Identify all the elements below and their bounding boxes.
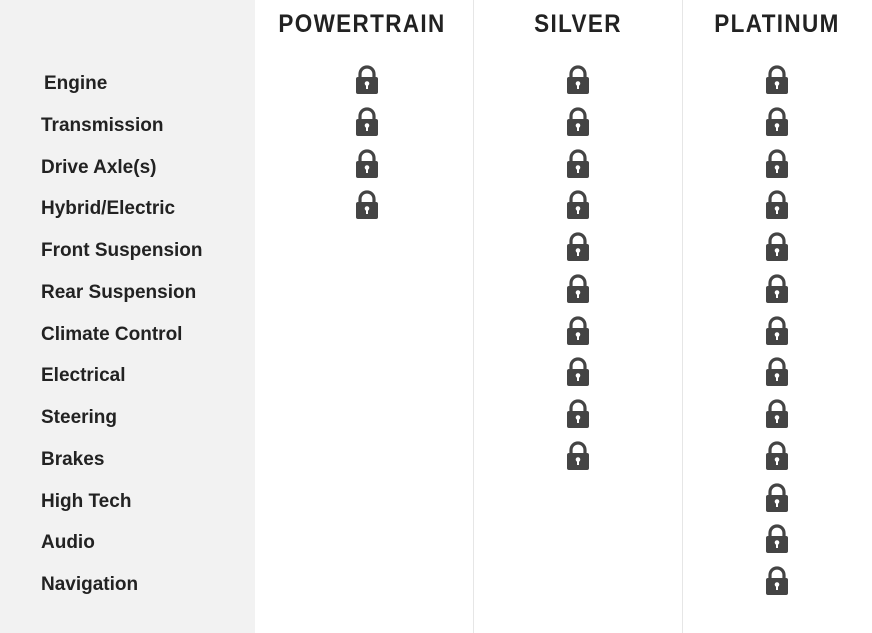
feature-label: Transmission bbox=[41, 114, 164, 136]
feature-label: Hybrid/Electric bbox=[41, 198, 176, 220]
lock-icon bbox=[765, 315, 789, 346]
feature-label-panel bbox=[0, 0, 255, 633]
lock-icon bbox=[765, 148, 789, 179]
lock-icon bbox=[765, 107, 789, 137]
feature-label: Front Suspension bbox=[41, 240, 203, 261]
lock-icon bbox=[355, 65, 379, 95]
feature-label: High Tech bbox=[41, 490, 132, 512]
feature-label: Audio bbox=[41, 532, 95, 554]
feature-label: Navigation bbox=[41, 574, 139, 595]
lock-icon bbox=[765, 566, 789, 596]
column-header-powertrain: POWERTRAIN bbox=[278, 10, 446, 38]
lock-icon bbox=[566, 232, 590, 262]
feature-label: Drive Axle(s) bbox=[41, 156, 157, 178]
lock-icon bbox=[566, 357, 590, 387]
lock-icon bbox=[765, 274, 789, 304]
lock-icon bbox=[765, 357, 789, 387]
column-header-platinum: PLATINUM bbox=[714, 10, 840, 38]
column-header-silver: SILVER bbox=[534, 10, 622, 38]
lock-icon bbox=[355, 190, 379, 220]
lock-icon bbox=[566, 148, 590, 179]
lock-icon bbox=[765, 524, 789, 554]
lock-icon bbox=[566, 441, 590, 471]
lock-icon bbox=[355, 107, 379, 137]
lock-icon bbox=[765, 190, 789, 220]
lock-icon bbox=[765, 441, 789, 471]
column-divider bbox=[473, 0, 474, 633]
lock-icon bbox=[765, 482, 789, 513]
feature-label: Rear Suspension bbox=[41, 281, 197, 303]
lock-icon bbox=[566, 274, 590, 304]
lock-icon bbox=[765, 232, 789, 262]
lock-icon bbox=[355, 148, 379, 179]
lock-icon bbox=[566, 399, 590, 429]
lock-icon bbox=[765, 399, 789, 429]
lock-icon bbox=[566, 65, 590, 95]
lock-icon bbox=[566, 107, 590, 137]
feature-label: Steering bbox=[41, 407, 118, 428]
lock-icon bbox=[566, 315, 590, 346]
lock-icon bbox=[566, 190, 590, 220]
feature-label: Climate Control bbox=[41, 323, 183, 345]
feature-label: Engine bbox=[44, 73, 108, 94]
column-divider bbox=[682, 0, 683, 633]
feature-label: Electrical bbox=[41, 365, 126, 387]
feature-label: Brakes bbox=[41, 448, 105, 470]
lock-icon bbox=[765, 65, 789, 95]
